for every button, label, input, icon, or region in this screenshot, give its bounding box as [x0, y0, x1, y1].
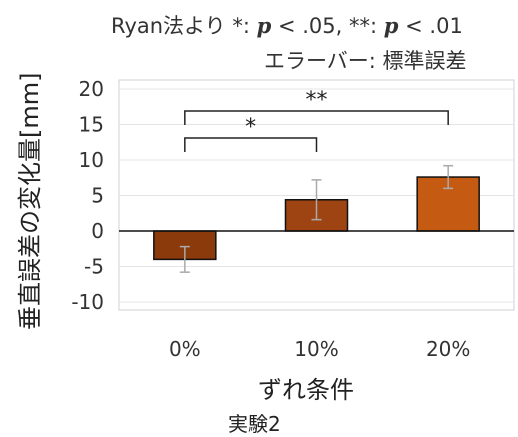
- x-tick-label: 20%: [426, 337, 470, 361]
- sig2-p: p: [383, 13, 399, 38]
- sig1-threshold: < .05,: [277, 14, 343, 38]
- method-label: Ryan法より: [111, 14, 226, 38]
- x-tick-label: 0%: [169, 337, 201, 361]
- sig2-mark: **:: [349, 14, 378, 38]
- y-tick-label: 10: [79, 148, 104, 172]
- significance-label: *: [245, 115, 256, 140]
- significance-note: Ryan法より *: p < .05, **: p < .01: [111, 10, 463, 40]
- y-tick-label: -5: [84, 255, 104, 279]
- x-tick-label: 10%: [294, 337, 338, 361]
- y-tick-label: 15: [79, 113, 104, 137]
- sig1-p: p: [256, 13, 272, 38]
- sig1-mark: *:: [232, 14, 250, 38]
- y-tick-label: 0: [91, 219, 104, 243]
- y-tick-label: -10: [71, 290, 104, 314]
- significance-label: **: [306, 88, 328, 113]
- significance-bracket: [184, 110, 449, 125]
- sig2-threshold: < .01: [405, 14, 463, 38]
- figure-caption: 実験2: [228, 412, 281, 436]
- error-bar-note: エラーバー: 標準誤差: [264, 49, 467, 73]
- x-axis-label: ずれ条件: [258, 376, 354, 404]
- y-tick-label: 20: [79, 77, 104, 101]
- y-tick-label: 5: [91, 184, 104, 208]
- significance-bracket: [184, 137, 318, 152]
- y-axis-label: 垂直誤差の変化量[mm]: [16, 72, 44, 330]
